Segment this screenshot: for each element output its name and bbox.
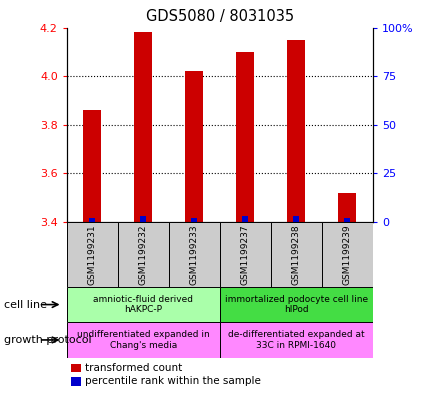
Text: growth protocol: growth protocol bbox=[4, 335, 92, 345]
Text: undifferentiated expanded in
Chang's media: undifferentiated expanded in Chang's med… bbox=[77, 330, 209, 350]
Bar bbox=[191, 218, 197, 222]
Text: GSM1199238: GSM1199238 bbox=[291, 224, 300, 285]
FancyBboxPatch shape bbox=[270, 222, 321, 287]
Text: transformed count: transformed count bbox=[85, 363, 182, 373]
Bar bbox=[134, 32, 152, 222]
Text: GSM1199237: GSM1199237 bbox=[240, 224, 249, 285]
Text: GSM1199231: GSM1199231 bbox=[88, 224, 97, 285]
Text: amniotic-fluid derived
hAKPC-P: amniotic-fluid derived hAKPC-P bbox=[93, 295, 193, 314]
Text: de-differentiated expanded at
33C in RPMI-1640: de-differentiated expanded at 33C in RPM… bbox=[227, 330, 364, 350]
FancyBboxPatch shape bbox=[219, 322, 372, 358]
Bar bbox=[338, 193, 356, 222]
Bar bbox=[292, 216, 299, 222]
Bar bbox=[140, 216, 146, 222]
Title: GDS5080 / 8031035: GDS5080 / 8031035 bbox=[145, 9, 293, 24]
Bar bbox=[185, 71, 203, 222]
Bar bbox=[287, 40, 304, 222]
Bar bbox=[236, 52, 254, 222]
Bar bbox=[242, 216, 248, 222]
Text: GSM1199233: GSM1199233 bbox=[189, 224, 198, 285]
FancyBboxPatch shape bbox=[67, 222, 117, 287]
FancyBboxPatch shape bbox=[219, 287, 372, 322]
Text: percentile rank within the sample: percentile rank within the sample bbox=[85, 376, 260, 386]
FancyBboxPatch shape bbox=[219, 222, 270, 287]
Bar bbox=[344, 218, 350, 222]
Bar bbox=[83, 110, 101, 222]
FancyBboxPatch shape bbox=[117, 222, 169, 287]
Text: GSM1199239: GSM1199239 bbox=[342, 224, 351, 285]
Text: cell line: cell line bbox=[4, 299, 47, 310]
FancyBboxPatch shape bbox=[169, 222, 219, 287]
Text: GSM1199232: GSM1199232 bbox=[138, 224, 147, 285]
FancyBboxPatch shape bbox=[321, 222, 372, 287]
FancyBboxPatch shape bbox=[67, 287, 219, 322]
Text: immortalized podocyte cell line
hIPod: immortalized podocyte cell line hIPod bbox=[224, 295, 367, 314]
FancyBboxPatch shape bbox=[67, 322, 219, 358]
Bar bbox=[89, 218, 95, 222]
